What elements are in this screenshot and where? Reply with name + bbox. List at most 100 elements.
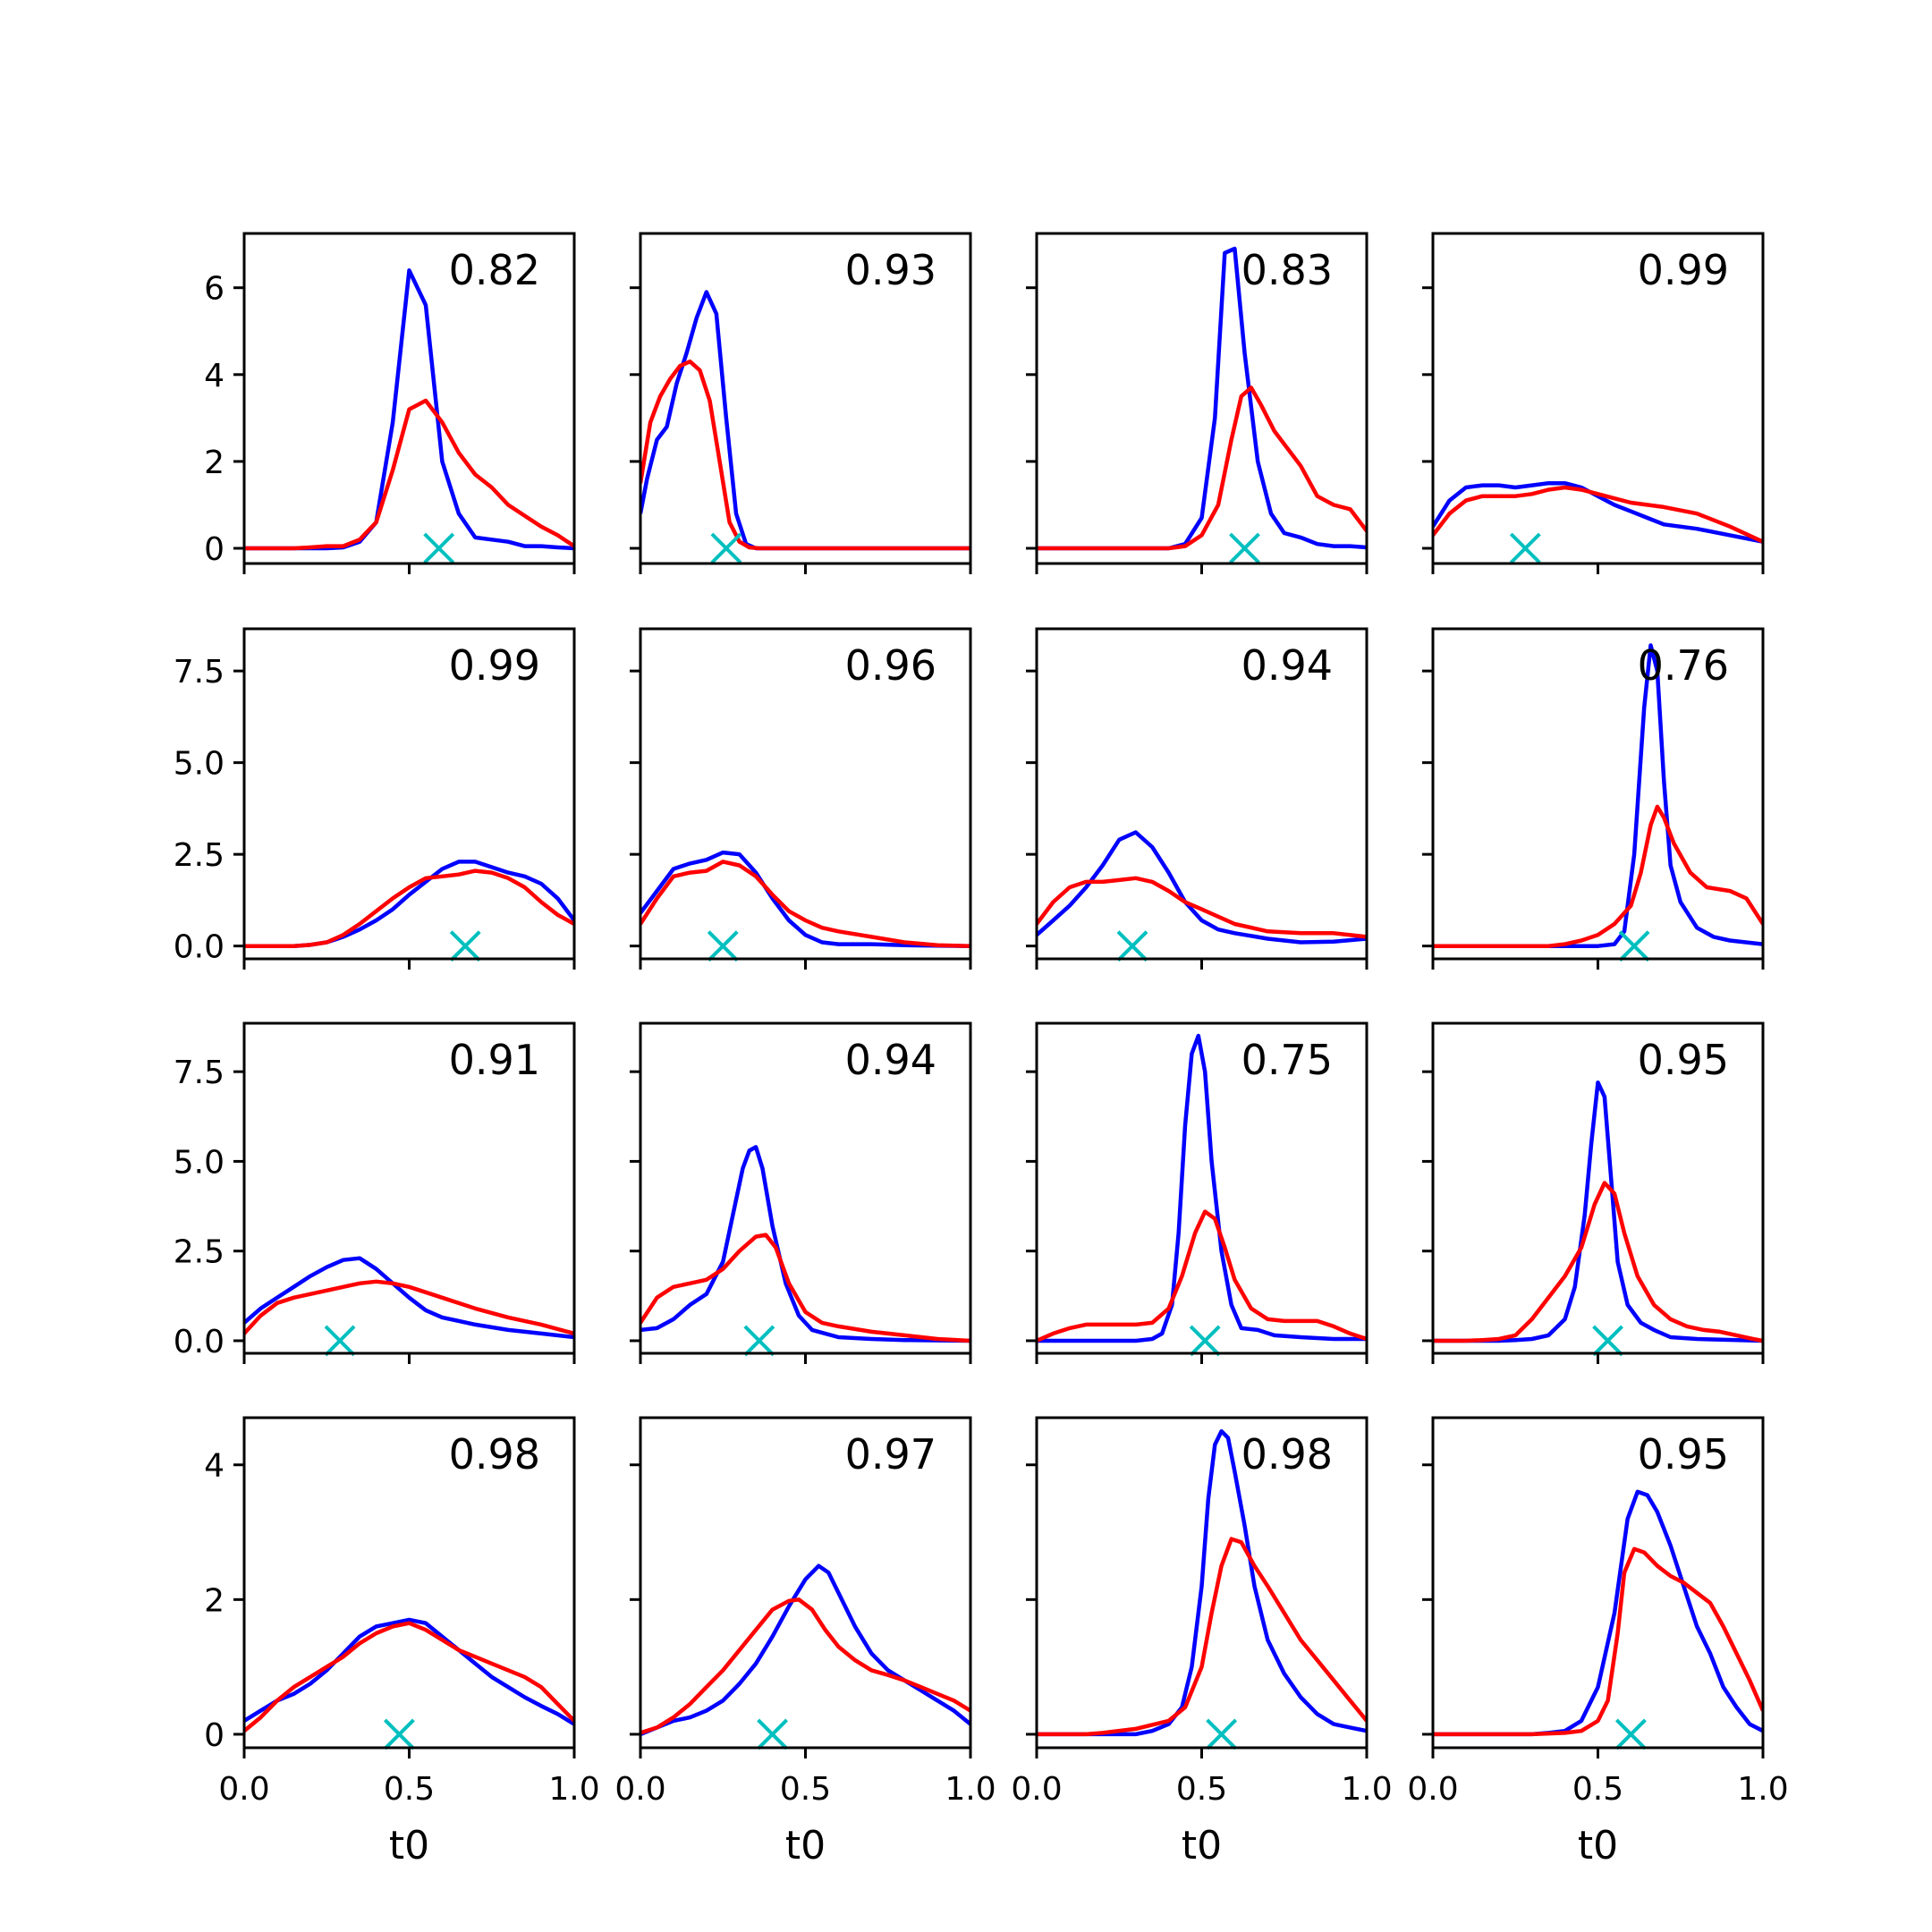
panel-annotation: 0.75 [1241,1036,1333,1084]
series-blue-line [1037,1033,1367,1343]
plot-area [1433,1489,1763,1737]
series-blue-line [640,1145,970,1343]
subplot-2-2: 0.96 [630,627,972,970]
panel-annotation: 0.76 [1638,641,1729,690]
subplot-2-4: 0.76 [1422,627,1765,970]
marker-x [1509,532,1541,564]
subplot-2-3: 0.94 [1026,627,1368,970]
series-red-line [1037,876,1367,939]
panel-annotation: 0.99 [449,641,540,690]
y-tick-label: 6 [204,271,225,308]
x-tick-label: 1.0 [1737,1771,1788,1808]
marker-x [707,930,739,962]
y-tick-label: 5.0 [174,746,225,783]
marker-x [1189,1325,1221,1357]
y-tick-label: 0 [204,1717,225,1754]
x-tick-label: 0.0 [1407,1771,1458,1808]
series-blue-line [1037,246,1367,551]
panel-annotation: 0.91 [449,1036,540,1084]
x-tick-label: 0.0 [1011,1771,1062,1808]
marker-x [449,930,481,962]
y-tick-label: 4 [204,358,225,394]
x-tick-label: 1.0 [548,1771,599,1808]
x-tick-label: 0.0 [218,1771,269,1808]
x-axis-label: t0 [389,1823,429,1868]
plot-area [640,850,970,948]
plot-area [1433,1080,1763,1343]
series-red-line [1433,1546,1763,1737]
series-red-line [640,1597,970,1735]
series-red-line [640,359,970,551]
subplot-grid: 0 2 4 6 0.82 0.93 0.83 0.99 0.0 2.5 5.0 7.5 0.99 0.96… [174,232,1789,1868]
series-blue-line [1433,1080,1763,1343]
plot-area [244,1256,574,1340]
plot-area [244,1617,574,1733]
marker-x [384,1718,415,1750]
x-tick-label: 0.5 [780,1771,831,1808]
series-red-line [244,398,574,551]
series-blue-line [1433,643,1763,948]
series-red-line [1433,804,1763,948]
y-tick-label: 2 [204,445,225,481]
x-tick-label: 0.5 [1572,1771,1623,1808]
x-tick-label: 1.0 [945,1771,996,1808]
series-red-line [244,869,574,948]
panel-annotation: 0.98 [449,1430,540,1479]
series-red-line [1037,386,1367,551]
panel-annotation: 0.94 [1241,641,1333,690]
plot-area [1037,1428,1367,1737]
plot-area [1037,830,1367,945]
subplot-1-1: 0 2 4 6 0.82 [204,232,576,574]
x-tick-label: 0.5 [384,1771,435,1808]
series-blue-line [1037,830,1367,945]
panel-annotation: 0.98 [1241,1430,1333,1479]
marker-x [1592,1325,1623,1357]
panel-annotation: 0.82 [449,246,540,294]
marker-x [324,1325,356,1357]
marker-x [1206,1718,1238,1750]
y-tick-label: 0 [204,531,225,568]
marker-x [423,532,455,564]
panel-annotation: 0.83 [1241,246,1333,294]
series-red-line [1433,485,1763,544]
series-red-line [244,1621,574,1733]
plot-area [640,1563,970,1736]
subplot-3-1: 0.0 2.5 5.0 7.5 0.91 [174,1021,576,1364]
plot-area [640,290,970,551]
panel-annotation: 0.95 [1638,1036,1729,1084]
subplot-1-2: 0.93 [630,232,972,574]
series-red-line [1037,1537,1367,1737]
series-red-line [1433,1181,1763,1343]
panel-annotation: 0.95 [1638,1430,1729,1479]
y-tick-label: 2.5 [174,1234,225,1271]
panel-annotation: 0.99 [1638,246,1729,294]
y-tick-label: 0.0 [174,1324,225,1360]
subplot-3-4: 0.95 [1422,1021,1765,1364]
y-tick-label: 7.5 [174,654,225,691]
panel-annotation: 0.97 [845,1430,936,1479]
marker-x [1614,1718,1647,1750]
plot-area [1433,480,1763,544]
subplot-2-1: 0.0 2.5 5.0 7.5 0.99 [174,627,576,970]
series-blue-line [640,290,970,551]
plot-area [244,268,574,551]
plot-area [1037,1033,1367,1343]
x-tick-label: 0.0 [614,1771,665,1808]
series-red-line [244,1279,574,1336]
y-tick-label: 7.5 [174,1055,225,1091]
panel-annotation: 0.96 [845,641,936,690]
y-tick-label: 2.5 [174,837,225,874]
x-tick-label: 1.0 [1341,1771,1392,1808]
subplot-4-1: 0 2 4 0.0 0.5 1.0 t0 0.98 [204,1416,600,1868]
subplot-3-3: 0.75 [1026,1021,1368,1364]
plot-area [640,1145,970,1343]
plot-area [244,860,574,948]
subplot-4-2: 0.0 0.5 1.0 t0 0.97 [614,1416,996,1868]
y-tick-label: 4 [204,1448,225,1485]
subplot-4-4: 0.0 0.5 1.0 t0 0.95 [1407,1416,1789,1868]
y-tick-label: 5.0 [174,1144,225,1181]
series-red-line [640,1233,970,1343]
marker-x [710,532,742,564]
